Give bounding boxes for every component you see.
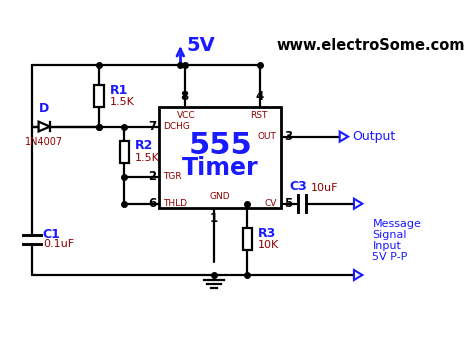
Text: R3: R3 [257, 227, 276, 240]
Text: 1N4007: 1N4007 [26, 136, 64, 147]
Text: 8: 8 [181, 90, 189, 103]
Text: Input: Input [373, 241, 401, 251]
Text: C3: C3 [290, 180, 308, 193]
Bar [159, 107, 281, 208]
Text: R2: R2 [135, 139, 154, 152]
Polygon shape [38, 122, 50, 131]
Text: www.electroSome.com: www.electroSome.com [277, 38, 465, 53]
Text: 3: 3 [284, 130, 292, 143]
Text: GND: GND [210, 192, 230, 201]
Text: CV: CV [264, 199, 277, 208]
Text: Signal: Signal [373, 230, 407, 240]
Text: D: D [39, 102, 50, 115]
Text: 5: 5 [284, 197, 292, 210]
Text: 1: 1 [210, 212, 218, 225]
Text: Message: Message [373, 219, 421, 229]
Text: 2: 2 [148, 170, 156, 183]
Text: 6: 6 [148, 197, 156, 210]
Text: Timer: Timer [182, 157, 258, 181]
Text: THLD: THLD [164, 199, 188, 208]
Text: 1.5K: 1.5K [135, 153, 160, 162]
Text: 10uF: 10uF [310, 183, 338, 193]
Text: 10K: 10K [257, 240, 279, 250]
Polygon shape [354, 270, 362, 280]
Text: 4: 4 [256, 90, 264, 103]
Text: C1: C1 [43, 228, 61, 241]
Text: OUT: OUT [258, 132, 277, 141]
Text: RST: RST [250, 110, 267, 120]
Text: 5V: 5V [186, 36, 215, 55]
Text: TGR: TGR [164, 172, 182, 181]
Text: 1.5K: 1.5K [110, 97, 135, 107]
Text: 0.1uF: 0.1uF [43, 239, 74, 249]
Text: VCC: VCC [177, 110, 195, 120]
Bar [119, 141, 129, 162]
Text: Output: Output [352, 130, 395, 143]
Polygon shape [354, 199, 362, 209]
Text: R1: R1 [110, 83, 128, 96]
Text: 555: 555 [188, 131, 252, 160]
Polygon shape [340, 132, 348, 142]
Text: DCHG: DCHG [164, 122, 191, 131]
Bar [94, 85, 104, 107]
Text: 5V P-P: 5V P-P [373, 252, 408, 262]
Bar [243, 228, 252, 250]
Text: 7: 7 [148, 120, 156, 133]
